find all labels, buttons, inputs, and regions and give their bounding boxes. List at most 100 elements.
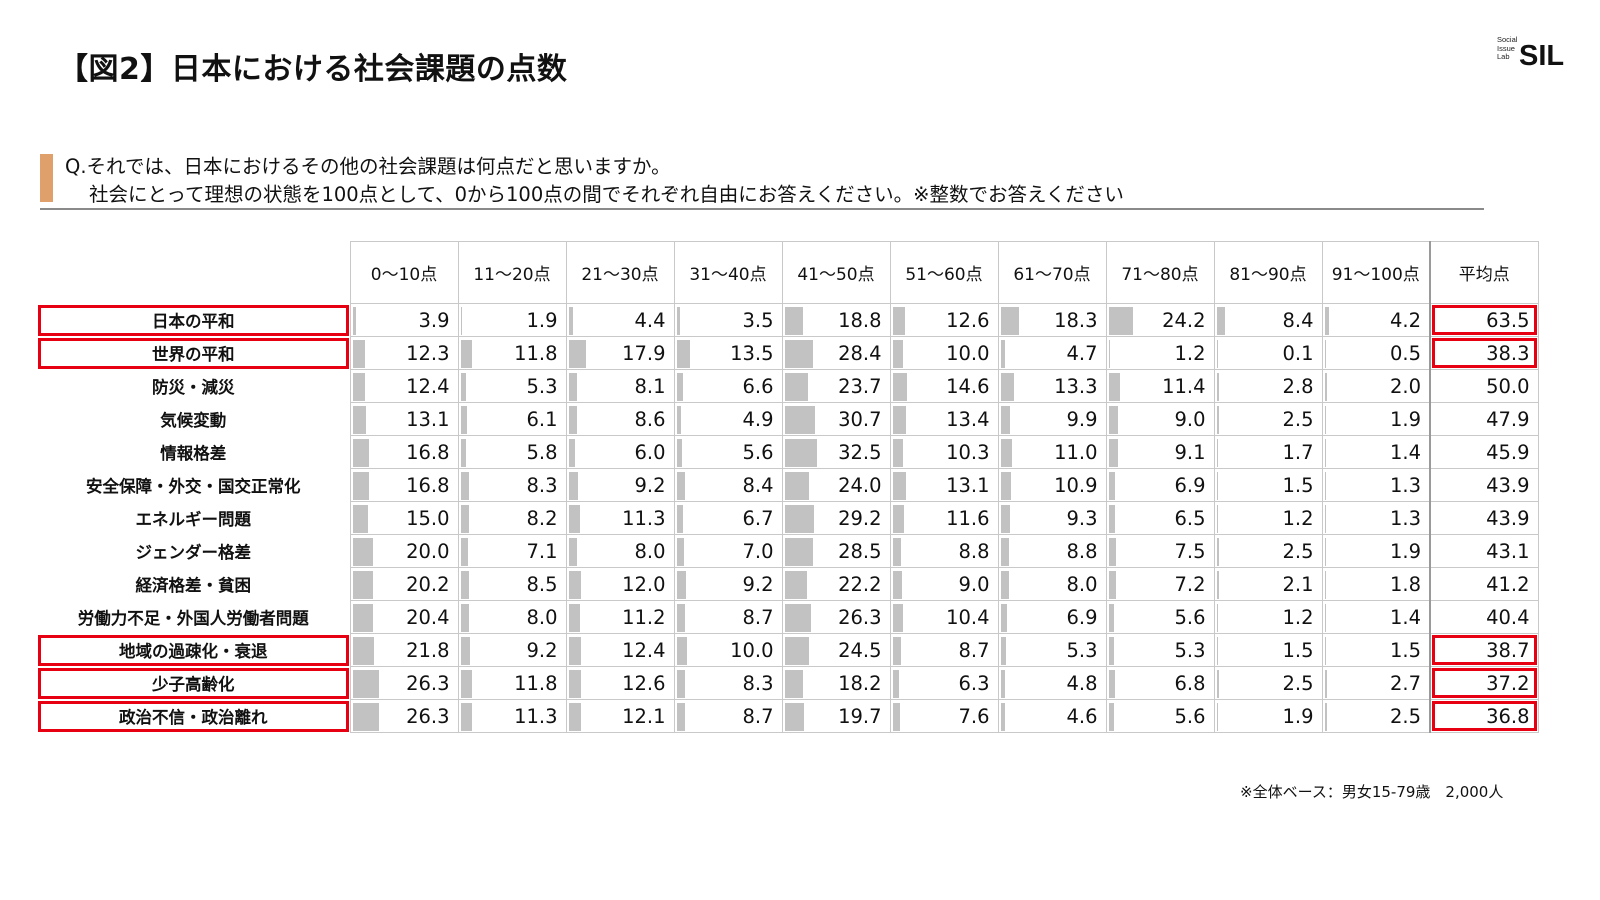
value-bar (1000, 670, 1006, 698)
row-label: 少子高齢化 (37, 666, 351, 700)
value-cell: 32.5 (781, 435, 891, 469)
value-label: 8.3 (742, 672, 774, 695)
value-bar (352, 307, 357, 335)
value-bar (568, 703, 581, 731)
value-cell: 11.4 (1105, 369, 1215, 403)
value-label: 5.6 (1174, 705, 1206, 728)
value-bar (352, 670, 379, 698)
row-label: エネルギー問題 (37, 501, 351, 535)
value-bar (1000, 307, 1019, 335)
value-bar (676, 571, 686, 599)
value-label: 12.6 (622, 672, 666, 695)
table-row: 地域の過疎化・衰退 21.8 9.2 12.4 10.0 24.5 8.7 5.3 5.3 1.5… (37, 633, 1539, 667)
value-cell: 20.2 (349, 567, 459, 601)
value-bar (1324, 439, 1326, 467)
value-label: 1.9 (1389, 408, 1421, 431)
value-bar (568, 340, 587, 368)
value-label: 2.5 (1389, 705, 1421, 728)
value-bar (1108, 307, 1133, 335)
value-cell: 9.9 (997, 402, 1107, 436)
value-bar (1000, 406, 1011, 434)
value-bar (352, 505, 368, 533)
average-value: 43.1 (1486, 540, 1530, 563)
average-column-header: 平均点 (1429, 241, 1539, 304)
value-label: 24.5 (838, 639, 882, 662)
value-bar (1108, 538, 1116, 566)
value-bar (1108, 472, 1116, 500)
value-label: 11.3 (622, 507, 666, 530)
value-label: 7.6 (958, 705, 990, 728)
row-label-text: 情報格差 (160, 444, 227, 463)
value-cell: 10.0 (673, 633, 783, 667)
value-cell: 0.5 (1321, 336, 1431, 370)
value-cell: 9.0 (1105, 402, 1215, 436)
value-cell: 1.5 (1213, 468, 1323, 502)
value-label: 5.3 (1174, 639, 1206, 662)
value-cell: 20.4 (349, 600, 459, 634)
value-cell: 8.7 (889, 633, 999, 667)
value-bar (460, 538, 468, 566)
value-label: 21.8 (406, 639, 450, 662)
column-header: 81～90点 (1213, 241, 1323, 304)
value-cell: 26.3 (349, 666, 459, 700)
value-bar (1324, 703, 1327, 731)
row-label: 日本の平和 (37, 303, 351, 337)
value-label: 22.2 (838, 573, 882, 596)
value-label: 3.5 (742, 309, 774, 332)
value-bar (676, 505, 684, 533)
value-cell: 5.6 (1105, 699, 1215, 733)
value-cell: 11.0 (997, 435, 1107, 469)
value-cell: 12.3 (349, 336, 459, 370)
value-cell: 5.3 (1105, 633, 1215, 667)
value-bar (1000, 340, 1006, 368)
value-bar (1324, 307, 1329, 335)
value-cell: 28.4 (781, 336, 891, 370)
value-bar (1108, 703, 1115, 731)
row-label: 安全保障・外交・国交正常化 (37, 468, 351, 502)
value-cell: 2.5 (1213, 666, 1323, 700)
value-label: 3.9 (418, 309, 450, 332)
average-cell: 43.9 (1429, 468, 1539, 502)
value-cell: 11.6 (889, 501, 999, 535)
value-label: 18.8 (838, 309, 882, 332)
table-row: 気候変動 13.1 6.1 8.6 4.9 30.7 13.4 9.9 9.0 2.5 1.9 47.… (37, 402, 1539, 436)
value-bar (460, 637, 470, 665)
value-bar (892, 505, 905, 533)
value-label: 2.5 (1282, 540, 1314, 563)
column-header: 91～100点 (1321, 241, 1431, 304)
table-row: 日本の平和 3.9 1.9 4.4 3.5 18.8 12.6 18.3 24.2 8.4 4.2 6… (37, 303, 1539, 337)
value-bar (1324, 604, 1326, 632)
average-cell: 41.2 (1429, 567, 1539, 601)
value-cell: 0.1 (1213, 336, 1323, 370)
value-bar (784, 538, 813, 566)
value-cell: 3.5 (673, 303, 783, 337)
value-label: 2.5 (1282, 408, 1314, 431)
value-label: 2.5 (1282, 672, 1314, 695)
value-label: 17.9 (622, 342, 666, 365)
value-cell: 9.3 (997, 501, 1107, 535)
value-cell: 8.7 (673, 699, 783, 733)
value-bar (784, 505, 814, 533)
value-bar (460, 472, 469, 500)
value-bar (676, 373, 684, 401)
value-label: 1.3 (1389, 507, 1421, 530)
value-label: 12.6 (946, 309, 990, 332)
value-label: 20.4 (406, 606, 450, 629)
average-value: 40.4 (1486, 606, 1530, 629)
value-label: 6.5 (1174, 507, 1206, 530)
value-bar (676, 703, 686, 731)
value-cell: 26.3 (349, 699, 459, 733)
value-label: 24.0 (838, 474, 882, 497)
value-label: 30.7 (838, 408, 882, 431)
value-label: 8.8 (1066, 540, 1098, 563)
value-label: 24.2 (1162, 309, 1206, 332)
value-bar (784, 439, 817, 467)
value-bar (460, 604, 469, 632)
row-label-text: 安全保障・外交・国交正常化 (86, 477, 301, 496)
average-value: 41.2 (1486, 573, 1530, 596)
value-cell: 14.6 (889, 369, 999, 403)
value-cell: 8.0 (997, 567, 1107, 601)
row-label-text: 政治不信・政治離れ (119, 708, 268, 727)
value-bar (1000, 373, 1014, 401)
value-label: 9.3 (1066, 507, 1098, 530)
